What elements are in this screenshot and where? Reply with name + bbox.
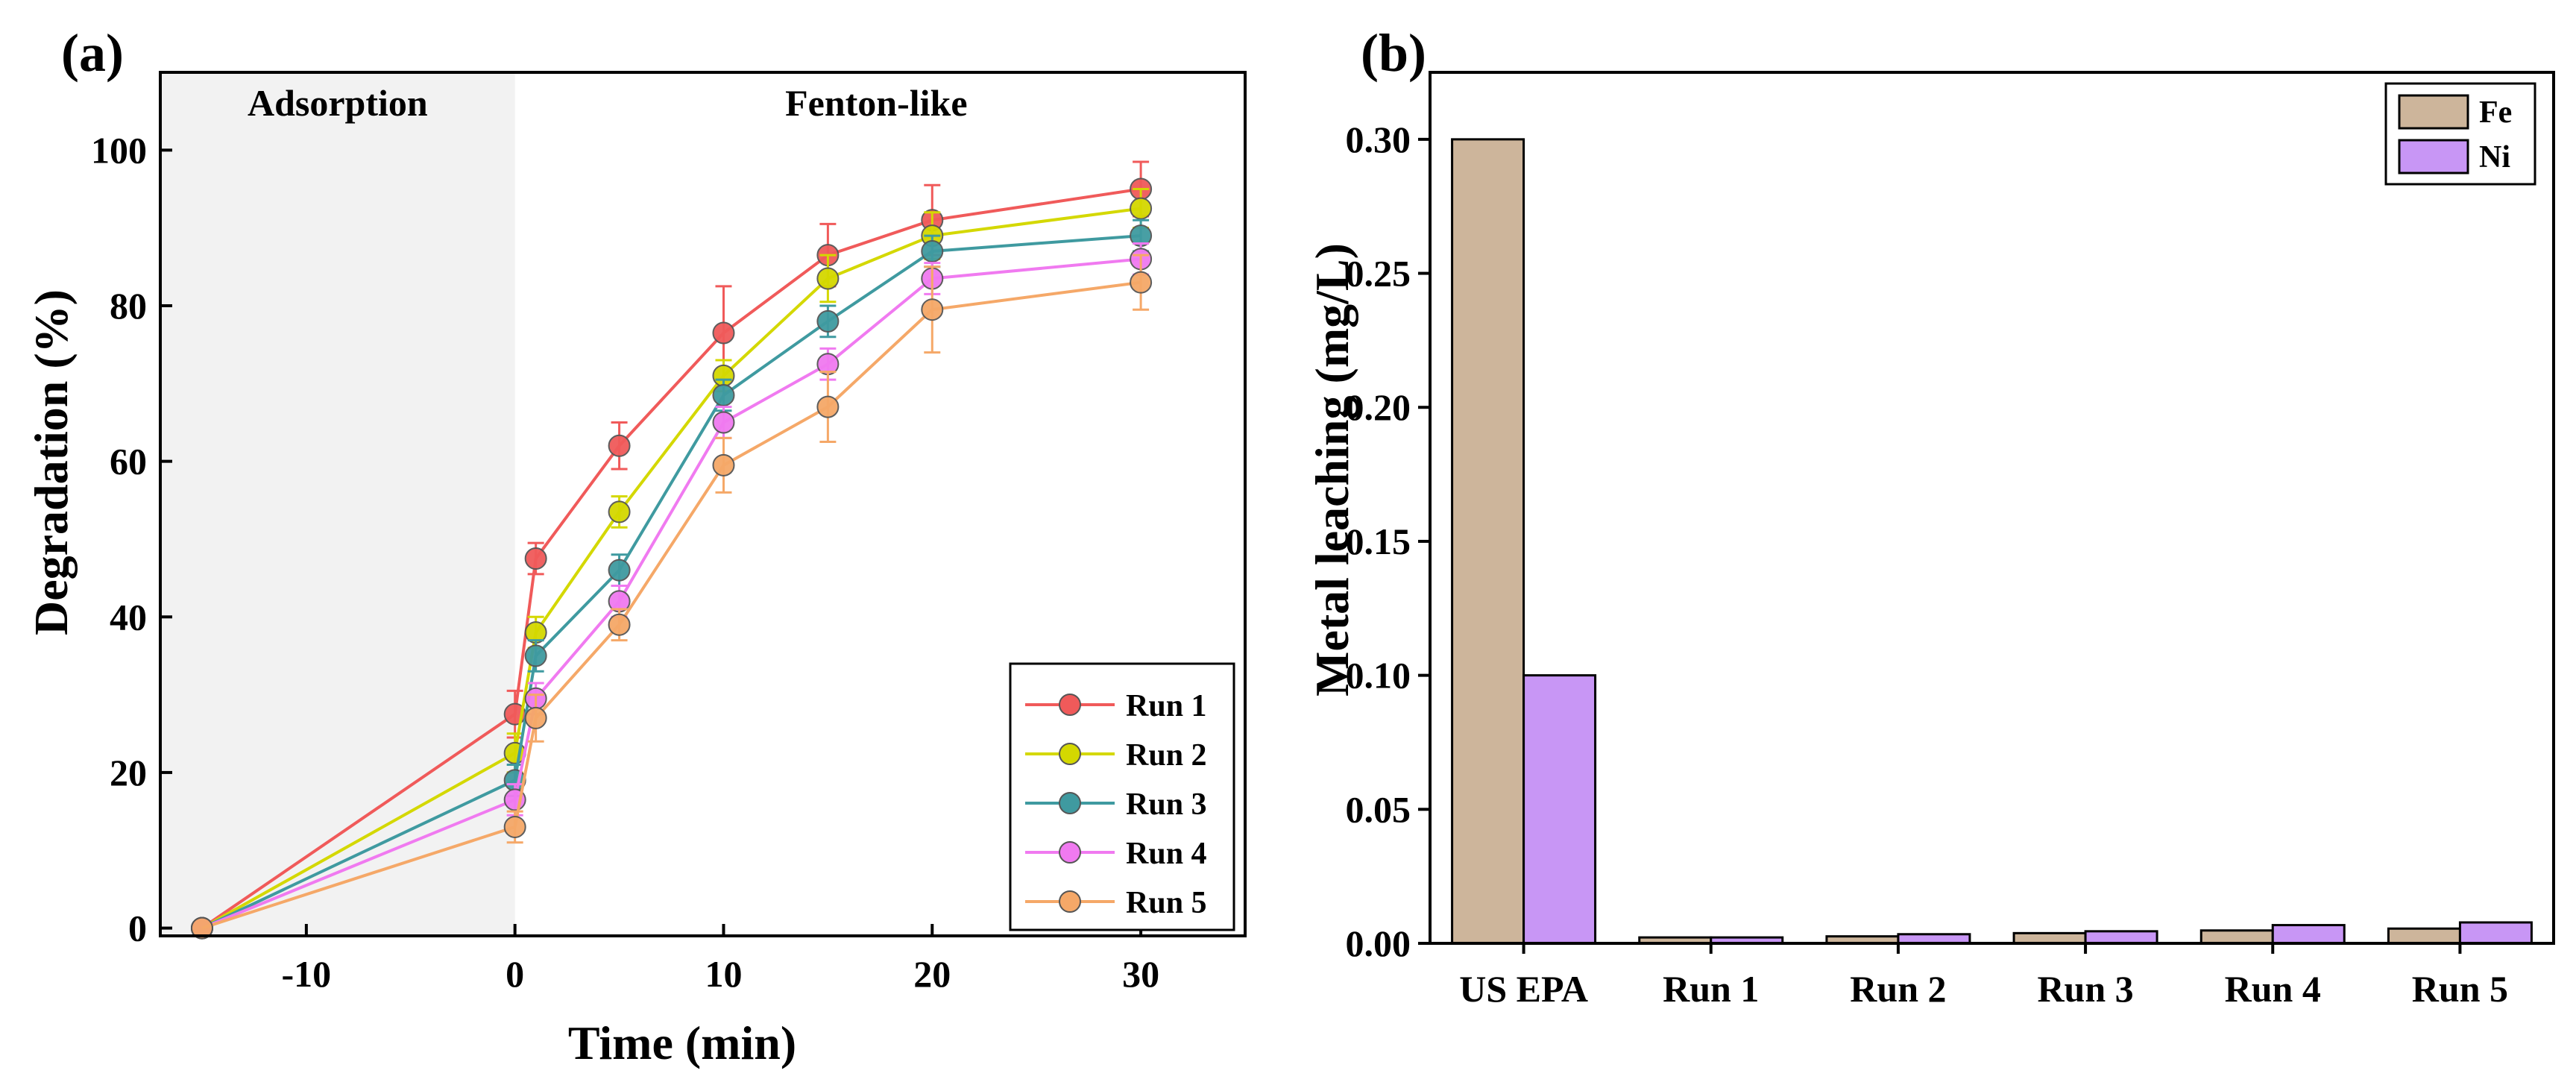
x-tick-label: Run 3 [2037, 968, 2133, 1010]
series-group [190, 160, 1153, 940]
data-point [921, 298, 944, 321]
legend-marker [1059, 694, 1081, 716]
data-point [503, 815, 526, 838]
x-tick-label: 0 [506, 953, 524, 995]
plot-frame [159, 71, 1247, 937]
data-point [816, 267, 840, 290]
x-tick-label: Run 2 [1850, 968, 1946, 1010]
y-axis-title: Metal leaching (mg/L) [1306, 243, 1358, 696]
legend-marker [1059, 841, 1081, 864]
y-tick-label: 60 [110, 441, 147, 482]
x-tick-label: US EPA [1459, 968, 1588, 1010]
panel-label-b: (b) [1361, 23, 1426, 83]
data-point [524, 547, 547, 570]
series-line [201, 257, 1141, 930]
y-tick-label: 40 [110, 596, 147, 638]
data-point [608, 613, 631, 636]
x-tick-label: 30 [1122, 953, 1159, 995]
legend-swatch [2398, 139, 2469, 174]
fenton-like-region-label: Fenton-like [785, 82, 967, 124]
legend-label: Run 5 [1126, 886, 1207, 920]
bar-ni-us-epa [1522, 674, 1597, 945]
plot-frame [1429, 71, 2555, 945]
y-tick-label: 20 [110, 752, 147, 793]
legend-swatch [2398, 94, 2469, 130]
data-point [190, 916, 213, 940]
legend-label: Fe [2479, 95, 2512, 130]
adsorption-region-label: Adsorption [248, 82, 428, 124]
data-point [1130, 197, 1153, 220]
y-tick-label: 0.15 [1346, 521, 1411, 562]
data-point [608, 559, 631, 582]
y-tick-label: 0.10 [1346, 655, 1411, 696]
data-point [816, 309, 840, 333]
series-line [201, 234, 1141, 930]
data-point [712, 453, 735, 477]
y-tick-label: 0.20 [1346, 386, 1411, 428]
bar-ni-run-5 [2458, 921, 2533, 945]
y-tick-label: 0 [128, 908, 147, 949]
y-tick-label: 0.25 [1346, 253, 1411, 295]
x-tick-label: -10 [282, 953, 332, 995]
x-tick-label: Run 1 [1663, 968, 1759, 1010]
x-tick-label: Run 5 [2412, 968, 2508, 1010]
series-line [201, 187, 1141, 930]
legend-marker [1059, 890, 1081, 913]
legend-label: Run 4 [1126, 837, 1207, 871]
data-point [712, 383, 735, 406]
adsorption-region [160, 72, 515, 936]
y-tick-label: 0.00 [1346, 922, 1411, 964]
axis-ticks: US EPA Run 1 Run 2 Run 3 Run 4 Run 5 0.00 0.05 0… [1346, 119, 2509, 1010]
y-tick-label: 0.30 [1346, 119, 1411, 160]
data-point [921, 239, 944, 262]
bars-group [1451, 138, 2533, 945]
line-chart-panel-a: (a) Adsorption Fenton-like -10 0 10 20 30 0 20… [25, 23, 1247, 1069]
bar-ni-run-3 [2084, 930, 2158, 945]
y-tick-label: 0.05 [1346, 788, 1411, 830]
legend-label: Run 1 [1126, 689, 1207, 723]
panel-label-a: (a) [61, 23, 124, 83]
legend-label: Ni [2479, 140, 2510, 174]
data-point [524, 706, 547, 729]
data-point [1130, 271, 1153, 294]
legend: Run 1 Run 2 Run 3 Run 4 Run 5 [1009, 662, 1235, 931]
y-tick-label: 100 [91, 129, 147, 171]
x-axis-title: Time (min) [568, 1016, 796, 1069]
x-tick-label: Run 4 [2225, 968, 2321, 1010]
bar-fe-us-epa [1451, 138, 1525, 945]
series-run-5 [190, 254, 1153, 940]
bar-chart-panel-b: (b) US EPA Run 1 Run 2 Run 3 Run 4 Run 5 0.00 0… [1306, 23, 2555, 1010]
axis-ticks: -10 0 10 20 30 0 20 40 60 80 100 [91, 129, 1159, 995]
legend: Fe Ni [2384, 82, 2536, 186]
legend-box [1009, 662, 1235, 931]
x-tick-label: 10 [705, 953, 742, 995]
data-point [712, 321, 735, 345]
data-point [712, 411, 735, 434]
legend-label: Run 2 [1126, 738, 1207, 773]
legend-marker [1059, 792, 1081, 814]
legend-marker [1059, 743, 1081, 765]
x-tick-label: 20 [913, 953, 951, 995]
bar-fe-run-4 [2199, 929, 2274, 945]
y-tick-label: 80 [110, 285, 147, 327]
bar-fe-run-3 [2012, 931, 2087, 945]
data-point [608, 434, 631, 457]
data-point [608, 500, 631, 523]
series-line [201, 280, 1141, 930]
data-point [524, 644, 547, 667]
bar-fe-run-5 [2387, 927, 2461, 945]
y-axis-title: Degradation (%) [25, 289, 78, 635]
series-run-2 [190, 187, 1153, 940]
bar-ni-run-4 [2271, 924, 2346, 945]
data-point [816, 395, 840, 418]
legend-label: Run 3 [1126, 787, 1207, 822]
